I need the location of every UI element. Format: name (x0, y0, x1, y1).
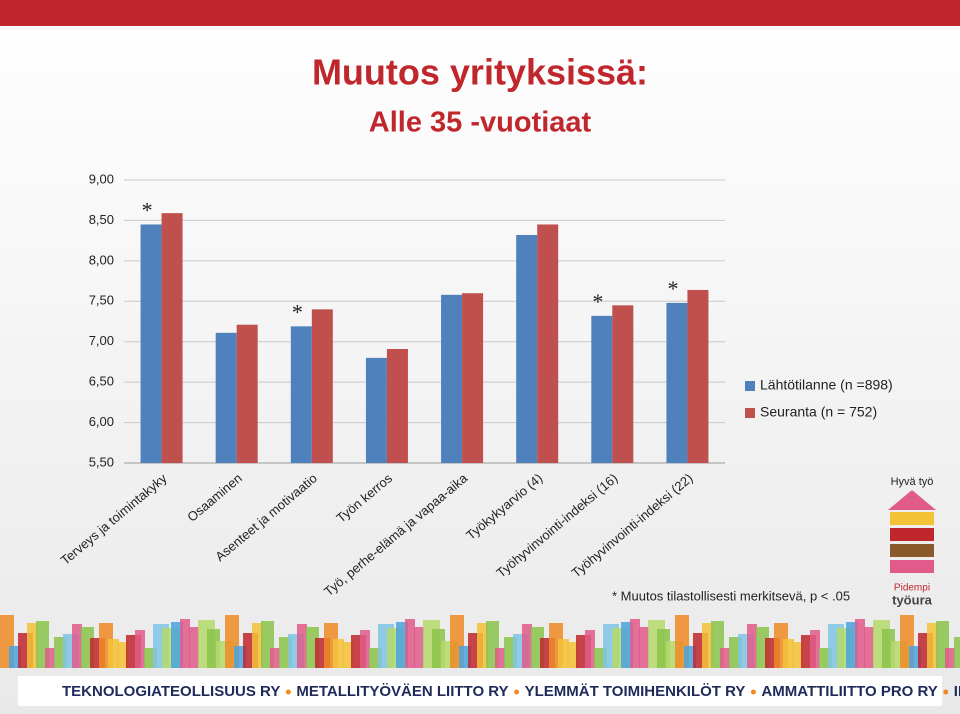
building (108, 639, 119, 668)
logo: Hyvä työ Pidempi työura (888, 476, 936, 607)
banner-separator (943, 689, 949, 695)
significance-marker: * (667, 276, 678, 301)
legend-swatch (745, 408, 755, 418)
y-tick-label: 5,50 (89, 454, 114, 469)
banner-item: METALLITYÖVÄEN LIITTO RY (296, 683, 508, 700)
skyline (0, 615, 960, 668)
building (45, 648, 55, 668)
building (117, 642, 128, 668)
building (522, 624, 532, 668)
building (954, 637, 960, 668)
banner-item: YLEMMÄT TOIMIHENKILÖT RY (525, 683, 746, 700)
building (135, 630, 145, 668)
building (855, 619, 865, 668)
bar (215, 332, 237, 463)
legend-label: Lähtötilanne (n =898) (760, 377, 893, 393)
building (342, 642, 353, 668)
building (270, 648, 280, 668)
building (747, 624, 757, 668)
bar (441, 294, 463, 463)
building (783, 639, 794, 668)
building (477, 623, 488, 668)
bar (462, 293, 484, 463)
building (945, 648, 955, 668)
significance-marker: * (142, 198, 153, 223)
building (414, 627, 424, 668)
banner-separator (285, 689, 291, 695)
banner-item: AMMATTILIITTO PRO RY (761, 683, 937, 700)
bar (236, 324, 258, 463)
building (252, 623, 263, 668)
logo-bottom: työura (892, 592, 933, 607)
building (810, 630, 820, 668)
bar (666, 302, 688, 463)
banner-item: INSINÖÖRILIITTO RY (954, 683, 960, 700)
building (792, 642, 803, 668)
banner-item: TEKNOLOGIATEOLLISUUS RY (62, 683, 280, 700)
building (297, 624, 307, 668)
building (585, 630, 595, 668)
building (639, 627, 649, 668)
y-tick-label: 6,00 (89, 414, 114, 429)
bar (140, 224, 162, 463)
legend-swatch (745, 381, 755, 391)
banner-separator (750, 689, 756, 695)
building (927, 623, 938, 668)
bar (687, 289, 709, 463)
building (567, 642, 578, 668)
logo-bottom: Pidempi (894, 583, 930, 594)
building (180, 619, 190, 668)
building (189, 627, 199, 668)
bar (161, 213, 183, 463)
building (720, 648, 730, 668)
bar (591, 315, 613, 463)
y-tick-label: 7,50 (89, 293, 114, 308)
bar (612, 305, 634, 463)
banner-box (18, 676, 942, 706)
bar (290, 326, 312, 463)
banner-separator (514, 689, 520, 695)
logo-top: Hyvä työ (891, 476, 934, 488)
building (702, 623, 713, 668)
y-tick-label: 6,50 (89, 374, 114, 389)
bar (537, 224, 559, 463)
y-tick-label: 8,50 (89, 212, 114, 227)
y-tick-label: 7,00 (89, 333, 114, 348)
building (27, 623, 38, 668)
legend-label: Seuranta (n = 752) (760, 404, 877, 420)
building (405, 619, 415, 668)
significance-marker: * (592, 289, 603, 314)
chart-title: Muutos yrityksissä: (312, 52, 648, 93)
y-tick-label: 9,00 (89, 171, 114, 186)
building (864, 627, 874, 668)
significance-marker: * (292, 299, 303, 324)
footnote: * Muutos tilastollisesti merkitsevä, p <… (612, 588, 850, 603)
top-bar (0, 0, 960, 26)
bar (386, 348, 408, 463)
bar (311, 309, 333, 463)
building (360, 630, 370, 668)
building (495, 648, 505, 668)
building (558, 639, 569, 668)
bar (365, 357, 387, 463)
chart-subtitle: Alle 35 -vuotiaat (369, 107, 592, 139)
bar (516, 234, 538, 463)
building (333, 639, 344, 668)
building (630, 619, 640, 668)
building (72, 624, 82, 668)
y-tick-label: 8,00 (89, 252, 114, 267)
